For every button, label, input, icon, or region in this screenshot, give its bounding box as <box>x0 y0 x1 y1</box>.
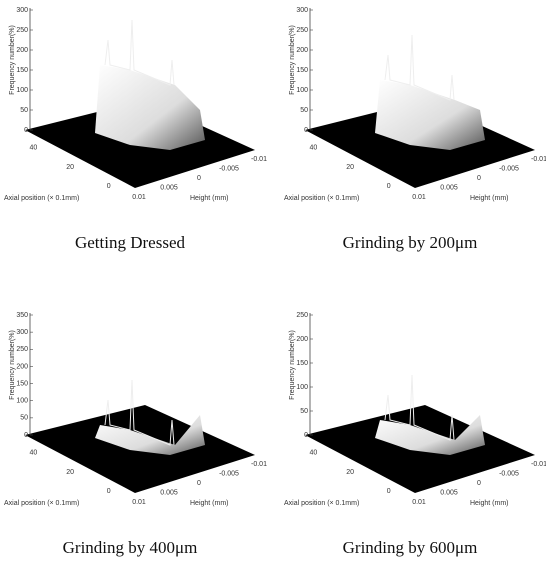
z-tick-label: 50 <box>20 107 28 114</box>
axial-tick-label: 0 <box>387 488 391 495</box>
z-tick-label: 100 <box>296 384 308 391</box>
z-tick-label: 200 <box>296 336 308 343</box>
z-tick-label: 250 <box>16 346 28 353</box>
height-tick-label: 0.01 <box>412 499 426 506</box>
z-tick-label: 50 <box>300 107 308 114</box>
height-tick-label: 0.01 <box>412 194 426 201</box>
z-tick-label: 100 <box>16 87 28 94</box>
z-tick-label: 0 <box>304 127 308 134</box>
caption: Grinding by 400μm <box>63 538 198 557</box>
z-tick-label: 50 <box>20 415 28 422</box>
surface-spikes <box>104 19 175 86</box>
axial-tick-label: 0 <box>107 488 111 495</box>
z-tick-label: 150 <box>16 67 28 74</box>
z-tick-label: 250 <box>16 27 28 34</box>
z-tick-label: 200 <box>16 363 28 370</box>
z-tick-label: 250 <box>296 312 308 319</box>
axial-tick-label: 40 <box>30 450 38 457</box>
surface-spikes <box>384 374 455 441</box>
z-tick-label: 150 <box>296 360 308 367</box>
surface <box>375 415 485 455</box>
z-axis-label: Frequency number(%) <box>289 330 296 400</box>
axial-tick-label: 20 <box>66 469 74 476</box>
axial-tick-label: 40 <box>30 145 38 152</box>
height-tick-label: 0.01 <box>132 194 146 201</box>
height-tick-label: 0.005 <box>160 184 178 191</box>
z-tick-label: 200 <box>296 47 308 54</box>
z-axis-label: Frequency number(%) <box>9 25 16 95</box>
axial-tick-label: 0 <box>387 183 391 190</box>
z-tick-label: 0 <box>24 432 28 439</box>
z-tick-label: 0 <box>304 432 308 439</box>
height-axis-label: Height (mm) <box>190 500 229 507</box>
axial-tick-label: 40 <box>310 450 318 457</box>
surface-spikes <box>384 34 455 101</box>
height-axis-label: Height (mm) <box>470 500 509 507</box>
height-tick-label: 0 <box>477 480 481 487</box>
z-axis-label: Frequency number(%) <box>289 25 296 95</box>
axial-axis-label: Axial position (× 0.1mm) <box>284 195 359 202</box>
z-tick-label: 300 <box>16 7 28 14</box>
z-tick-label: 0 <box>24 127 28 134</box>
height-tick-label: 0.01 <box>132 499 146 506</box>
axial-tick-label: 40 <box>310 145 318 152</box>
caption: Grinding by 600μm <box>343 538 478 557</box>
z-tick-label: 250 <box>296 27 308 34</box>
surface <box>95 65 205 150</box>
axial-tick-label: 20 <box>346 469 354 476</box>
surface <box>95 415 205 455</box>
caption: Grinding by 200μm <box>343 233 478 252</box>
axial-tick-label: 20 <box>346 164 354 171</box>
z-tick-label: 150 <box>296 67 308 74</box>
axial-axis-label: Axial position (× 0.1mm) <box>4 500 79 507</box>
axial-tick-label: 0 <box>107 183 111 190</box>
height-tick-label: 0 <box>197 175 201 182</box>
z-tick-label: 200 <box>16 47 28 54</box>
axial-axis-label: Axial position (× 0.1mm) <box>284 500 359 507</box>
axial-axis-label: Axial position (× 0.1mm) <box>4 195 79 202</box>
height-tick-label: 0.005 <box>440 184 458 191</box>
height-tick-label: -0.005 <box>219 470 239 477</box>
height-tick-label: -0.01 <box>251 461 267 468</box>
height-tick-label: -0.005 <box>499 470 519 477</box>
z-tick-label: 100 <box>296 87 308 94</box>
surface-spikes <box>104 379 175 446</box>
height-axis-label: Height (mm) <box>190 195 229 202</box>
z-axis-label: Frequency number(%) <box>9 330 16 400</box>
height-tick-label: -0.005 <box>219 165 239 172</box>
height-tick-label: 0 <box>477 175 481 182</box>
z-tick-label: 300 <box>16 329 28 336</box>
z-tick-label: 100 <box>16 398 28 405</box>
z-tick-label: 150 <box>16 380 28 387</box>
height-tick-label: 0.005 <box>440 489 458 496</box>
height-axis-label: Height (mm) <box>470 195 509 202</box>
caption: Getting Dressed <box>75 233 186 252</box>
height-tick-label: -0.01 <box>531 156 546 163</box>
height-tick-label: -0.005 <box>499 165 519 172</box>
z-tick-label: 300 <box>296 7 308 14</box>
axial-tick-label: 20 <box>66 164 74 171</box>
height-tick-label: 0 <box>197 480 201 487</box>
height-tick-label: -0.01 <box>531 461 546 468</box>
surface <box>375 80 485 150</box>
height-tick-label: 0.005 <box>160 489 178 496</box>
height-tick-label: -0.01 <box>251 156 267 163</box>
z-tick-label: 50 <box>300 408 308 415</box>
z-tick-label: 350 <box>16 312 28 319</box>
